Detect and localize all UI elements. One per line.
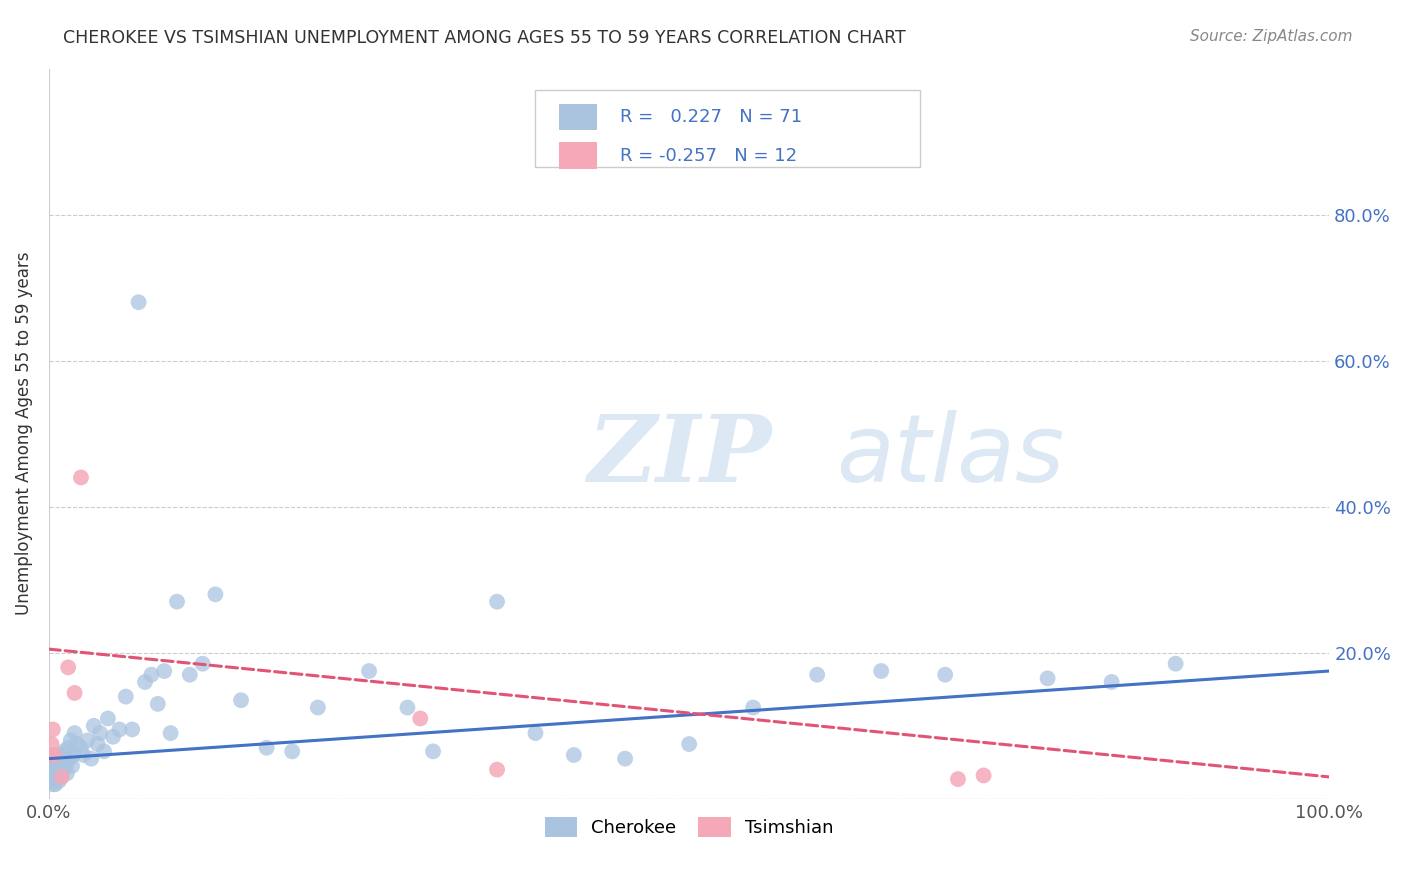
FancyBboxPatch shape <box>536 90 920 167</box>
Point <box>134 675 156 690</box>
Text: R = -0.257   N = 12: R = -0.257 N = 12 <box>620 146 797 165</box>
Y-axis label: Unemployment Among Ages 55 to 59 years: Unemployment Among Ages 55 to 59 years <box>15 252 32 615</box>
Point <box>39 747 62 762</box>
Point <box>121 723 143 737</box>
Point <box>45 756 67 770</box>
Point <box>396 700 419 714</box>
Point <box>86 737 108 751</box>
Text: Source: ZipAtlas.com: Source: ZipAtlas.com <box>1189 29 1353 44</box>
Point <box>46 763 69 777</box>
Point <box>44 777 66 791</box>
Text: atlas: atlas <box>837 410 1064 501</box>
Point <box>76 733 98 747</box>
Point <box>48 752 70 766</box>
Point <box>159 726 181 740</box>
Point <box>46 770 69 784</box>
Point <box>806 667 828 681</box>
Point <box>614 752 637 766</box>
Point <box>97 711 120 725</box>
Point <box>114 690 136 704</box>
Point <box>307 700 329 714</box>
Point <box>53 744 76 758</box>
Point <box>486 763 509 777</box>
Point <box>422 744 444 758</box>
Point <box>128 295 150 310</box>
Text: CHEROKEE VS TSIMSHIAN UNEMPLOYMENT AMONG AGES 55 TO 59 YEARS CORRELATION CHART: CHEROKEE VS TSIMSHIAN UNEMPLOYMENT AMONG… <box>63 29 905 46</box>
Point <box>51 770 73 784</box>
Point <box>1036 671 1059 685</box>
Point <box>63 726 86 740</box>
Text: ZIP: ZIP <box>586 410 770 500</box>
Point <box>56 660 79 674</box>
Point <box>101 730 124 744</box>
Point <box>60 759 83 773</box>
Point <box>256 740 278 755</box>
Point <box>141 667 163 681</box>
Point <box>42 747 65 762</box>
Point <box>62 747 84 762</box>
Point <box>678 737 700 751</box>
Point <box>70 740 93 755</box>
Point <box>56 740 79 755</box>
Point <box>146 697 169 711</box>
Point <box>41 737 63 751</box>
Point <box>42 777 65 791</box>
Point <box>45 770 67 784</box>
Point <box>49 756 72 770</box>
Point <box>934 667 956 681</box>
Point <box>42 773 65 788</box>
Bar <box>558 104 598 130</box>
Point <box>42 766 65 780</box>
Point <box>66 737 89 751</box>
Point <box>486 594 509 608</box>
Point <box>870 664 893 678</box>
Point <box>166 594 188 608</box>
Point <box>59 733 82 747</box>
Point <box>42 723 65 737</box>
Point <box>51 747 73 762</box>
Point <box>742 700 765 714</box>
Point <box>191 657 214 671</box>
Point <box>41 773 63 788</box>
Text: R =   0.227   N = 71: R = 0.227 N = 71 <box>620 108 801 127</box>
Point <box>58 752 80 766</box>
Point <box>48 773 70 788</box>
Point <box>524 726 547 740</box>
Point <box>204 587 226 601</box>
Point <box>1101 675 1123 690</box>
Point <box>41 763 63 777</box>
Point <box>153 664 176 678</box>
Point <box>55 759 77 773</box>
Point <box>80 752 103 766</box>
Point <box>409 711 432 725</box>
Point <box>63 686 86 700</box>
Point <box>179 667 201 681</box>
Point <box>44 747 66 762</box>
Point <box>72 747 94 762</box>
Point <box>56 766 79 780</box>
Point <box>42 759 65 773</box>
Legend: Cherokee, Tsimshian: Cherokee, Tsimshian <box>537 809 841 845</box>
Point <box>89 726 111 740</box>
Point <box>52 763 75 777</box>
Point <box>39 770 62 784</box>
Point <box>93 744 115 758</box>
Point <box>973 768 995 782</box>
Point <box>83 719 105 733</box>
Point <box>946 772 969 786</box>
Point <box>51 766 73 780</box>
Point <box>108 723 131 737</box>
Bar <box>558 143 598 169</box>
Point <box>70 470 93 484</box>
Point <box>229 693 252 707</box>
Point <box>1164 657 1187 671</box>
Point <box>562 747 585 762</box>
Point <box>281 744 304 758</box>
Point <box>357 664 380 678</box>
